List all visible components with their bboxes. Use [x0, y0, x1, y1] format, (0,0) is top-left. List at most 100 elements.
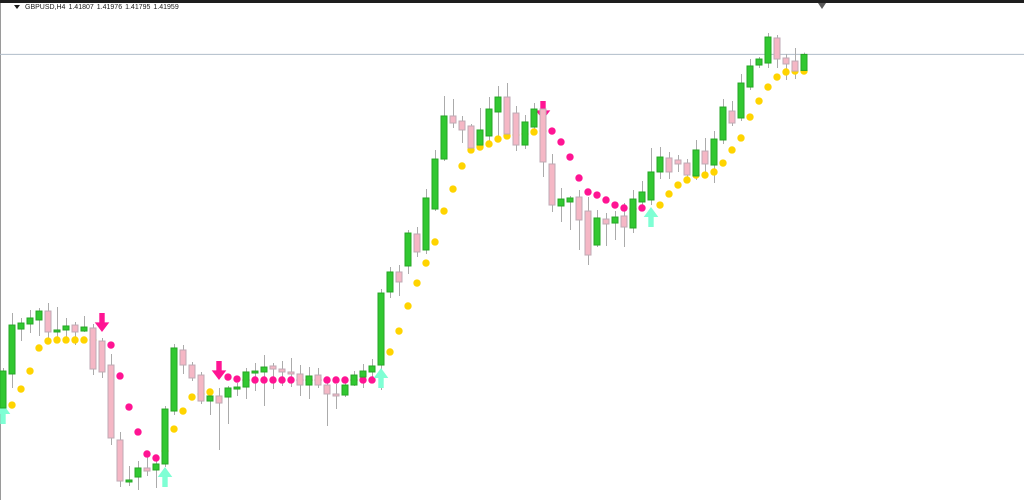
bear-candle-body — [503, 96, 511, 135]
trail-stop-dot-down — [584, 188, 592, 196]
bear-candle-body — [449, 115, 457, 124]
trail-stop-dot-down — [575, 174, 583, 182]
bull-candle-body — [80, 326, 88, 332]
trail-stop-dot-up — [404, 302, 412, 310]
symbol-dropdown-icon[interactable] — [14, 5, 20, 10]
bear-candle-body — [197, 374, 205, 402]
bear-candle-body — [620, 215, 628, 228]
trail-stop-dot-down — [566, 153, 574, 161]
trail-stop-dot-down — [593, 191, 601, 199]
trail-stop-dot-up — [746, 113, 754, 121]
bull-candle-body — [206, 395, 214, 402]
trail-stop-dot-up — [386, 348, 394, 356]
bull-candle-body — [719, 106, 727, 141]
signal-arrow-down — [94, 313, 110, 333]
bull-candle-body — [431, 158, 439, 210]
trail-stop-dot-down — [323, 376, 331, 384]
trail-stop-dot-down — [278, 376, 286, 384]
trail-stop-dot-up — [485, 140, 493, 148]
bull-candle-body — [305, 375, 313, 386]
bear-candle-body — [728, 110, 736, 124]
bull-candle-body — [161, 408, 169, 465]
bull-candle-body — [170, 347, 178, 412]
bull-candle-body — [0, 370, 7, 409]
bear-candle-body — [179, 349, 187, 366]
window-left-border — [0, 3, 1, 500]
bear-candle-body — [323, 384, 331, 395]
trail-stop-dot-down — [611, 201, 619, 209]
bull-candle-body — [593, 217, 601, 246]
window-top-edge — [0, 0, 1024, 3]
trail-stop-dot-down — [557, 138, 565, 146]
trail-stop-dot-up — [701, 171, 709, 179]
bull-candle-body — [521, 121, 529, 146]
bull-candle-body — [422, 197, 430, 251]
trail-stop-dot-up — [782, 68, 790, 76]
bear-candle-body — [44, 310, 52, 333]
bear-candle-body — [332, 393, 340, 397]
bear-candle-body — [701, 150, 709, 165]
bull-candle-body — [260, 366, 268, 373]
trail-stop-dot-up — [494, 135, 502, 143]
trail-stop-dot-up — [449, 185, 457, 193]
bull-candle-body — [638, 191, 646, 203]
bear-candle-body — [674, 159, 682, 165]
bull-candle-body — [764, 36, 772, 64]
symbol-name: GBPUSD,H4 — [25, 4, 66, 11]
bear-candle-body — [98, 340, 106, 373]
bear-candle-body — [782, 57, 790, 65]
trail-stop-dot-up — [764, 83, 772, 91]
bear-candle-body — [413, 233, 421, 253]
signal-arrow-down — [211, 361, 227, 381]
bear-candle-body — [296, 373, 304, 386]
trail-stop-dot-up — [206, 388, 214, 396]
bull-candle-body — [251, 370, 259, 374]
trail-stop-dot-up — [440, 207, 448, 215]
bear-candle-body — [269, 365, 277, 370]
trail-stop-dot-down — [332, 376, 340, 384]
bear-candle-body — [116, 439, 124, 482]
bear-candle-body — [458, 120, 466, 131]
trail-stop-dot-up — [665, 190, 673, 198]
trail-stop-dot-down — [233, 375, 241, 383]
bull-candle-body — [557, 198, 565, 207]
bear-candle-body — [188, 364, 196, 379]
bear-candle-body — [278, 368, 286, 373]
bull-candle-body — [476, 129, 484, 146]
bull-candle-body — [566, 197, 574, 203]
quote-close: 1.41959 — [153, 4, 179, 11]
bear-candle-body — [395, 271, 403, 283]
bull-candle-body — [341, 384, 349, 396]
bear-candle-body — [512, 112, 520, 146]
bear-candle-body — [287, 371, 295, 375]
bull-candle-body — [26, 317, 34, 325]
trail-stop-dot-up — [530, 128, 538, 136]
bull-candle-body — [611, 216, 619, 224]
trail-stop-dot-down — [620, 204, 628, 212]
bull-candle-body — [8, 324, 16, 375]
bull-candle-body — [350, 374, 358, 386]
trail-stop-dot-up — [683, 176, 691, 184]
bull-candle-body — [377, 292, 385, 366]
bear-candle-body — [602, 218, 610, 225]
bear-candle-body — [548, 163, 556, 206]
trail-stop-dot-up — [458, 162, 466, 170]
bull-candle-body — [368, 365, 376, 373]
bull-candle-body — [125, 479, 133, 483]
trail-stop-dot-up — [656, 201, 664, 209]
bear-candle-body — [773, 37, 781, 60]
trail-stop-dot-up — [728, 146, 736, 154]
bull-candle-body — [242, 371, 250, 388]
trail-stop-dot-down — [638, 204, 646, 212]
signal-arrow-up — [157, 467, 173, 488]
bull-candle-body — [404, 232, 412, 267]
quote-low: 1.41795 — [125, 4, 151, 11]
signal-arrow-up — [643, 207, 659, 228]
bull-candle-body — [800, 53, 808, 71]
bull-candle-body — [134, 467, 142, 478]
trail-stop-dot-up — [170, 425, 178, 433]
trail-stop-dot-down — [269, 376, 277, 384]
bear-candle-body — [791, 60, 799, 72]
